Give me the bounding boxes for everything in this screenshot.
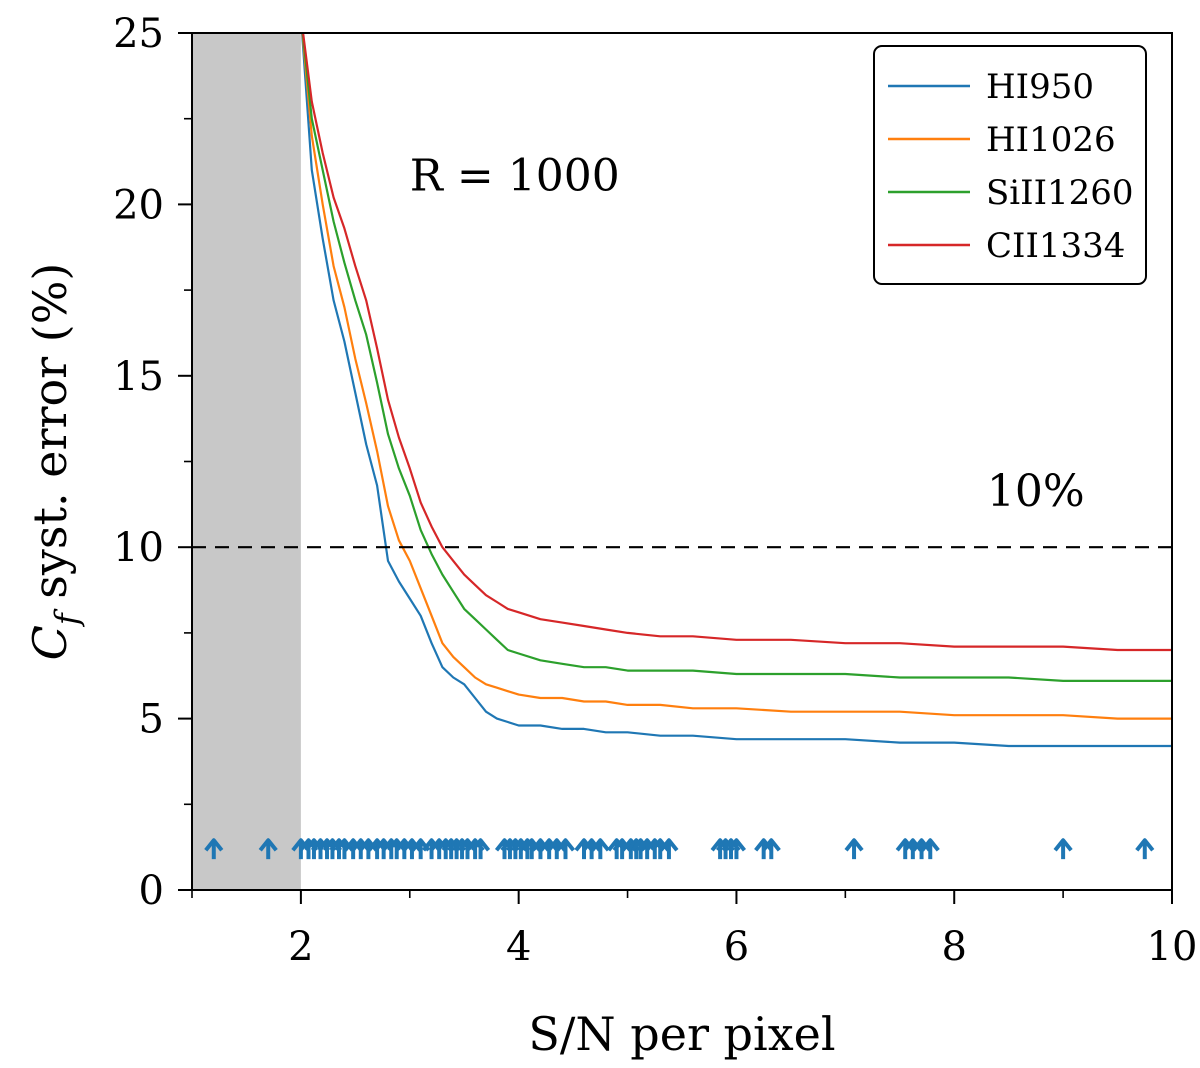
x-tick-label: 8 (941, 924, 966, 970)
arrow-head (761, 838, 781, 852)
arrow-head (387, 838, 407, 852)
arrow-head (470, 838, 491, 852)
legend-item: SiII1260 (888, 173, 1134, 213)
y-tick-label: 0 (139, 868, 164, 914)
y-tick-label: 10 (113, 525, 164, 571)
arrow-head (258, 838, 278, 852)
series-layer (301, 33, 1172, 748)
x-tick-label: 4 (506, 924, 531, 970)
legend-item: CII1334 (888, 226, 1125, 266)
arrow-head (1135, 838, 1155, 852)
resolution-annotation: R = 1000 (410, 151, 620, 202)
y-axis-title: Cf syst. error (%) (23, 263, 86, 661)
legend-box (873, 45, 1147, 285)
y-axis-title-rest: syst. error (%) (23, 263, 77, 614)
x-tick-label: 2 (288, 924, 313, 970)
y-axis-title-main: C (23, 625, 77, 660)
arrow-head (895, 838, 915, 852)
upper-limit-arrow (659, 838, 679, 860)
arrow-head (204, 838, 224, 852)
shaded-region (192, 33, 301, 890)
upper-limit-arrow (726, 838, 747, 860)
arrow-head (421, 838, 442, 852)
y-tick-label: 15 (113, 354, 164, 400)
legend-label: HI950 (986, 67, 1094, 107)
arrow-head (351, 838, 371, 852)
arrow-head (920, 838, 940, 852)
arrow-head (844, 838, 864, 852)
arrow-head (574, 838, 594, 852)
upper-limit-arrow (1135, 838, 1155, 860)
upper-limit-arrow (590, 838, 610, 860)
legend-item: HI1026 (888, 120, 1116, 160)
threshold-label: 10% (987, 466, 1085, 517)
shaded-region-layer (192, 33, 301, 890)
arrow-head (343, 838, 363, 852)
upper-limit-arrow (920, 838, 940, 860)
legend-label: SiII1260 (986, 173, 1134, 213)
series-line-siii1260 (301, 33, 1172, 683)
series-line-hi1026 (301, 33, 1172, 720)
x-tick-label: 10 (1147, 924, 1198, 970)
upper-limit-arrow (387, 838, 407, 860)
upper-limit-arrow (394, 838, 414, 860)
upper-limit-arrow (343, 838, 363, 860)
upper-limit-arrow (258, 838, 278, 860)
upper-limit-arrow (421, 838, 442, 860)
legend-item: HI950 (888, 67, 1094, 107)
axes-layer: 2 4 6 8 10 0 5 10 15 20 25 (113, 11, 1197, 970)
arrow-head (1053, 838, 1073, 852)
arrow-head (726, 838, 747, 852)
arrow-head (659, 838, 679, 852)
series-line-cii1334 (301, 33, 1172, 652)
arrow-head (590, 838, 610, 852)
upper-limit-arrow (754, 838, 774, 860)
arrow-markers-layer (204, 838, 1155, 860)
y-tick-label: 5 (139, 697, 164, 743)
y-tick-label: 25 (113, 11, 164, 57)
upper-limit-arrow (895, 838, 915, 860)
upper-limit-arrow (539, 838, 559, 860)
legend: HI950 HI1026 SiII1260 CII1334 (873, 45, 1147, 285)
upper-limit-arrow (844, 838, 864, 860)
upper-limit-arrow (470, 838, 491, 860)
legend-label: HI1026 (986, 120, 1116, 160)
upper-limit-arrow (1053, 838, 1073, 860)
arrow-head (555, 838, 576, 852)
upper-limit-arrow (204, 838, 224, 860)
x-tick-label: 6 (724, 924, 749, 970)
arrow-head (394, 838, 414, 852)
upper-limit-arrow (351, 838, 371, 860)
series-line-hi950 (301, 33, 1172, 748)
upper-limit-arrow (574, 838, 594, 860)
y-tick-label: 20 (113, 182, 164, 228)
arrow-head (539, 838, 559, 852)
upper-limit-arrow (761, 838, 781, 860)
x-axis-title: S/N per pixel (528, 1007, 835, 1061)
arrow-head (754, 838, 774, 852)
legend-label: CII1334 (986, 226, 1125, 266)
upper-limit-arrow (555, 838, 576, 860)
